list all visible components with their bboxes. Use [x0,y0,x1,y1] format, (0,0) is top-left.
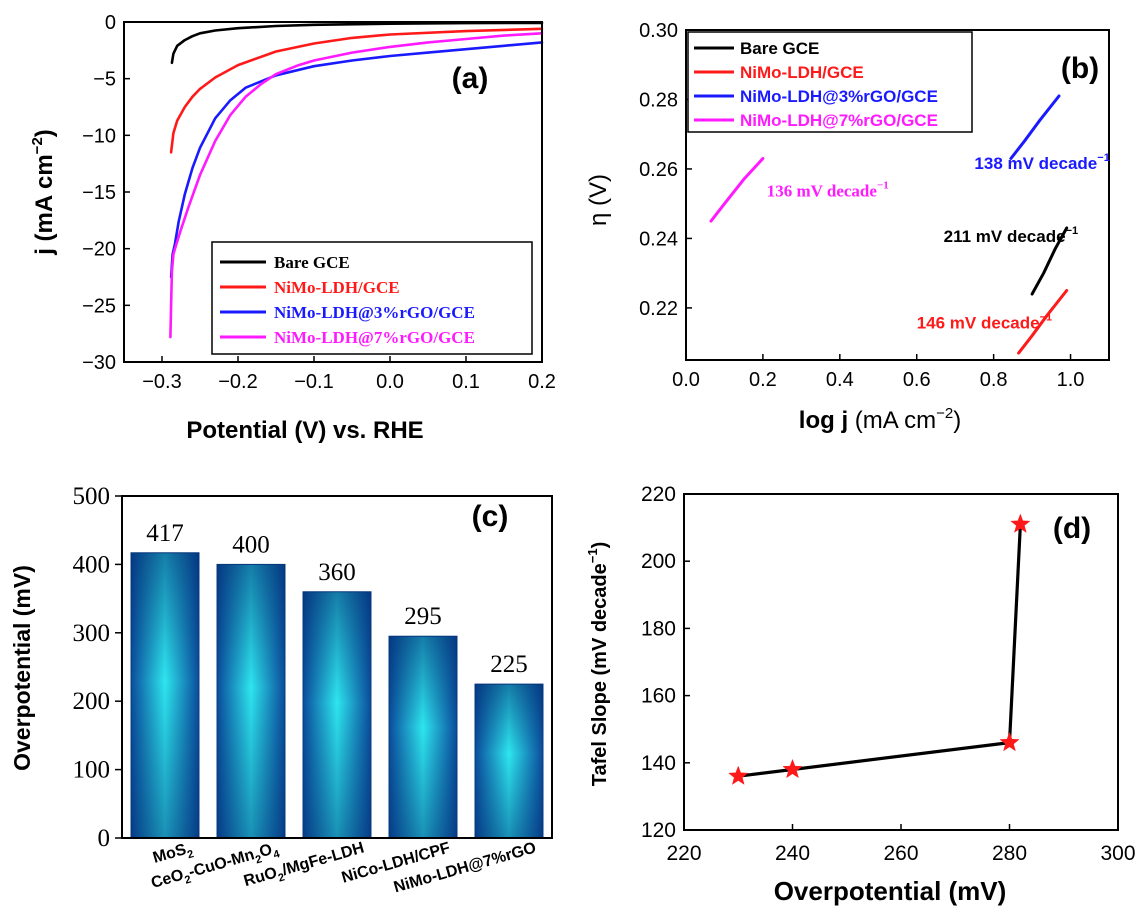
y-axis-title: Overpotential (mV) [9,565,35,771]
y-axis-title: Tafel Slope (mV decade−1) [585,542,611,787]
series-line-0 [1030,226,1069,296]
x-tick-label: 0.0 [376,371,404,393]
legend: Bare GCE NiMo-LDH/GCE NiMo-LDH@3%rGO/GCE Ni… [687,31,973,133]
bar-value-label: 360 [318,559,356,586]
series-line-0 [736,522,1023,778]
bar-value-label: 225 [490,651,528,678]
slope-annotation-2: 211 mV decade−1 [944,225,1078,246]
panel-label: (a) [452,62,489,95]
legend-item-3: NiMo-LDH@7%rGO/GCE [740,111,938,130]
bar-shade-1 [217,564,285,838]
plot-frame [121,495,553,839]
x-tick-label: 260 [883,842,918,865]
bar-shade-4 [475,684,543,838]
x-tick-label: 1.0 [1057,369,1085,391]
y-tick-label: −15 [82,182,116,204]
y-tick-label: −5 [93,69,116,91]
legend-item-2: NiMo-LDH@3%rGO/GCE [274,303,475,322]
panel-c-chart: 417MoS2​400CeO2​-CuO-Mn2​O4​360RuO2​/MgF… [9,483,553,897]
legend-item-2: NiMo-LDH@3%rGO/GCE [740,87,938,106]
star-marker-2 [999,731,1020,752]
panel-a-chart: −0.3 −0.2 −0.1 0.0 0.1 0.2 −30 −25 −20 −15 −10 −5 0 (… [29,12,556,444]
y-tick-label: 500 [73,483,111,510]
legend-item-0: Bare GCE [740,39,819,58]
y-tick-label: 0.24 [639,228,678,250]
legend-item-0: Bare GCE [274,253,350,272]
x-tick-label: 240 [775,842,810,865]
bar-value-label: 400 [232,531,270,558]
star-marker-3 [1010,513,1031,533]
x-axis-title: Potential (V) vs. RHE [186,417,423,444]
x-tick-label: −0.1 [294,371,333,393]
legend-item-3: NiMo-LDH@7%rGO/GCE [274,328,475,347]
panel-d-chart: 220 240 260 280 300 120 140 160 180 200 220 (d) Over… [585,483,1136,906]
series-line-1 [169,27,544,154]
x-tick-label: 0.8 [980,369,1008,391]
y-tick-label: 220 [641,483,676,506]
legend-item-1: NiMo-LDH/GCE [274,278,400,297]
y-tick-label: −10 [82,125,116,147]
series-line-2 [169,41,544,279]
bar-shade-2 [303,591,371,838]
x-tick-label: 220 [666,842,701,865]
y-tick-label: 0.28 [639,89,678,111]
y-tick-label: −25 [82,295,116,317]
bar-shade-0 [131,552,199,838]
x-tick-label: −0.3 [142,371,181,393]
slope-annotation-0: 136 mV decade−1 [767,180,889,201]
x-tick-label: 0.4 [826,369,854,391]
panel-b-chart: 0.0 0.2 0.4 0.6 0.8 1.0 0.22 0.24 0.26 0.28 0.30 (b… [585,20,1110,434]
y-tick-label: 200 [73,688,111,715]
x-tick-label: 0.6 [903,369,931,391]
y-tick-label: −20 [82,239,116,261]
x-tick-label: 0.2 [749,369,777,391]
series-line-3 [169,31,544,339]
panel-label: (d) [1053,512,1091,545]
y-axis-title: j (mA cm−2) [29,129,58,256]
y-tick-label: 400 [73,551,111,578]
x-tick-label: 0.0 [672,369,700,391]
panel-label: (b) [1061,52,1099,85]
legend: Bare GCE NiMo-LDH/GCE NiMo-LDH@3%rGO/GCE Ni… [211,241,533,355]
y-tick-label: 300 [73,620,111,647]
bar-value-label: 295 [404,603,442,630]
x-tick-label: 300 [1100,842,1135,865]
y-tick-label: 100 [73,757,111,784]
plot-frame [685,29,1110,361]
y-tick-label: 0.30 [639,20,678,42]
y-tick-label: 200 [641,550,676,573]
slope-annotation-3: 146 mV decade−1 [917,312,1052,333]
y-tick-label: 120 [641,819,676,842]
star-marker-0 [728,765,749,785]
x-tick-label: 280 [992,842,1027,865]
bar-value-label: 417 [146,520,184,547]
y-tick-label: −30 [82,352,116,374]
x-tick-label: −0.2 [218,371,257,393]
category-label: NiMo-LDH@7%rGO [392,840,538,897]
y-tick-label: 160 [641,685,676,708]
x-axis-title: Overpotential (mV) [774,876,1007,906]
panel-label: (c) [472,500,509,533]
x-tick-label: 0.2 [528,371,556,393]
series-line-0 [170,21,544,65]
y-tick-label: 0.22 [639,298,678,320]
y-tick-label: 0.26 [639,159,678,181]
series-line-2 [1009,94,1061,160]
x-axis-title: log j (mA cm−2) [799,405,961,434]
legend-item-1: NiMo-LDH/GCE [740,63,864,82]
y-tick-label: 0 [105,12,116,34]
y-tick-label: 180 [641,617,676,640]
y-tick-label: 140 [641,752,676,775]
x-tick-label: 0.1 [452,371,480,393]
star-marker-1 [782,758,803,779]
series-line-3 [709,157,765,223]
bar-shade-3 [389,636,457,838]
y-axis-title: η (V) [585,174,612,226]
series-line-1 [1017,289,1069,355]
legend-box [687,31,973,133]
y-tick-label: 0 [98,825,111,852]
slope-annotation-1: 138 mV decade−1 [974,152,1109,173]
